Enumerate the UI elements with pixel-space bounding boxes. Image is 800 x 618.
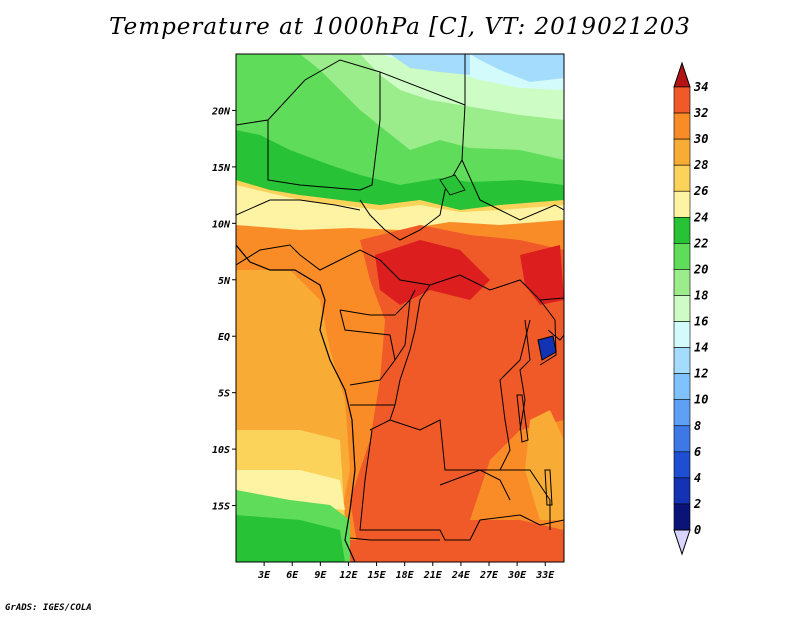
colorbar-label-9: 16	[694, 315, 708, 329]
lat-label-4: EQ	[218, 332, 230, 343]
lat-label-3: 5N	[218, 276, 231, 287]
chart-title: Temperature at 1000hPa [C], VT: 20190212…	[109, 14, 691, 40]
colorbar-label-16: 2	[693, 497, 701, 511]
lon-label-8: 27E	[479, 570, 499, 581]
colorbar-swatch-16	[673, 503, 691, 531]
lon-label-0: 3E	[257, 570, 271, 581]
highlands-26	[525, 410, 564, 520]
coastline	[236, 244, 356, 562]
credit-text: GrADS: IGES/COLA	[5, 603, 92, 613]
lake-victoria-outline	[537, 335, 557, 361]
band-32-34b	[520, 245, 564, 305]
lon-label-9: 30E	[507, 570, 527, 581]
colorbar-swatch-0	[673, 86, 691, 114]
colorbar-swatch-11	[673, 373, 691, 401]
colorbar-label-15: 4	[694, 471, 701, 485]
colorbar-swatch-13	[673, 425, 691, 453]
lake-chad	[439, 174, 466, 196]
colorbar-label-12: 10	[694, 393, 708, 407]
colorbar-swatch-7	[673, 269, 691, 296]
colorbar-swatch-8	[673, 295, 691, 322]
band-30-32	[350, 225, 564, 562]
colorbar-swatch-2	[673, 138, 691, 166]
colorbar-swatch-10	[673, 347, 691, 374]
lon-label-1: 6E	[286, 570, 299, 581]
colorbar-swatch-15	[673, 477, 691, 505]
lon-label-2: 9E	[314, 570, 327, 581]
lon-label-6: 21E	[423, 570, 443, 581]
colorbar-label-2: 30	[693, 132, 708, 146]
lon-label-10: 33E	[535, 570, 555, 581]
colorbar-swatch-5	[673, 216, 691, 244]
colorbar-label-11: 12	[694, 367, 708, 381]
colorbar-swatch-9	[673, 321, 691, 348]
band-10-12b	[470, 54, 564, 82]
colorbar-label-3: 28	[693, 158, 708, 172]
lat-label-0: 20N	[211, 106, 231, 117]
lat-label-1: 15N	[212, 163, 231, 174]
colorbar-label-8: 18	[694, 288, 708, 302]
colorbar-label-4: 26	[693, 184, 708, 198]
lat-label-5: 5S	[218, 389, 230, 400]
colorbar-swatch-6	[673, 243, 691, 270]
colorbar-top-arrow	[673, 61, 691, 88]
colorbar-swatch-14	[673, 451, 691, 479]
lon-label-4: 15E	[368, 570, 387, 581]
lon-label-5: 18E	[396, 570, 415, 581]
lat-tick-labels: 20N 15N 10N 5N EQ 5S 10S 15S	[211, 106, 236, 513]
temperature-field	[236, 54, 564, 562]
colorbar-label-5: 24	[693, 210, 708, 224]
lat-label-6: 10S	[212, 445, 230, 456]
colorbar-label-1: 32	[693, 106, 708, 120]
colorbar-label-17: 0	[694, 523, 701, 537]
ocean-20-22b	[236, 515, 345, 562]
band-10-12	[390, 54, 470, 75]
lake-tanganyika	[516, 394, 529, 443]
colorbar-label-13: 8	[694, 419, 701, 433]
colorbar-label-0: 34	[693, 80, 708, 94]
lon-label-7: 24E	[451, 570, 471, 581]
colorbar-swatch-1	[673, 112, 691, 140]
map-frame	[235, 53, 565, 563]
south-30	[350, 520, 564, 562]
band-32-34	[375, 240, 490, 305]
colorbar-bottom-arrow	[673, 529, 691, 556]
colorbar-label-14: 6	[694, 445, 701, 459]
lon-tick-labels: 3E 6E 9E 12E 15E 18E 21E 24E 27E 30E 33E	[257, 562, 555, 581]
lat-label-7: 15S	[212, 502, 230, 513]
colorbar-label-10: 14	[694, 341, 708, 355]
colorbar-label-7: 20	[693, 262, 708, 276]
colorbar-swatch-4	[673, 190, 691, 218]
lake-malawi	[544, 469, 553, 506]
lon-label-3: 12E	[339, 570, 358, 581]
colorbar-swatch-3	[673, 164, 691, 192]
lat-label-2: 10N	[212, 219, 231, 230]
country-borders	[236, 54, 564, 541]
colorbar-label-6: 22	[693, 236, 708, 250]
colorbar-swatch-12	[673, 399, 691, 427]
